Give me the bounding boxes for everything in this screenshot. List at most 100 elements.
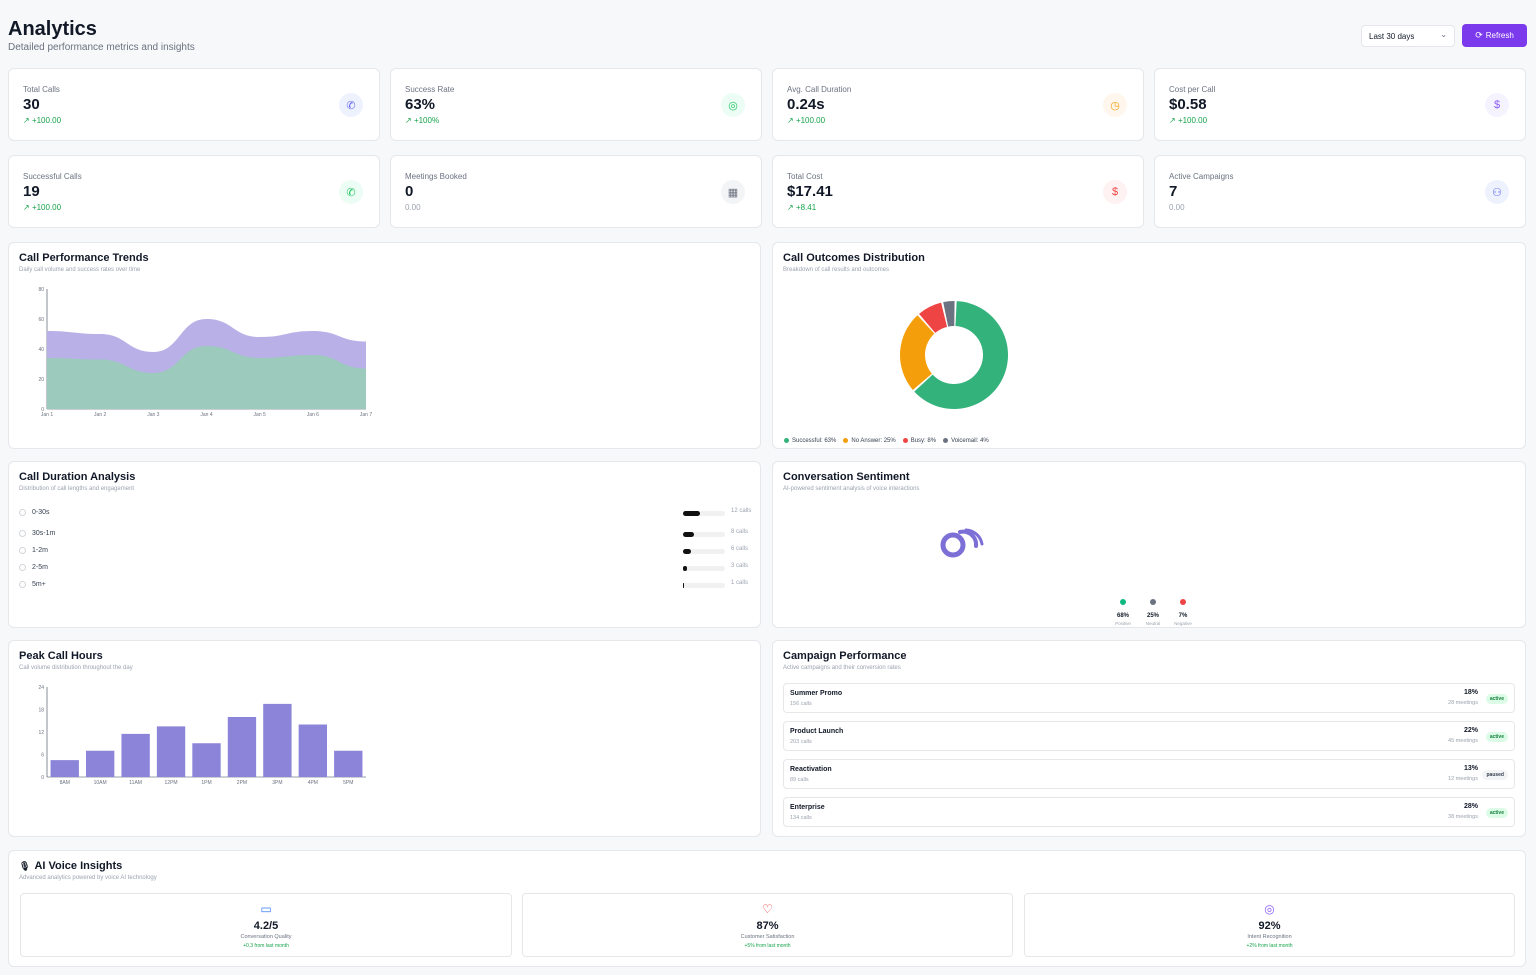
date-range-select[interactable]: Last 30 days ⌄ [1361,25,1455,47]
stat-value: 30 [23,96,40,113]
call-performance-trends-card: Call Performance Trends Daily call volum… [8,242,761,449]
legend-item: Successful: 63% [784,438,836,444]
duration-range: 0-30s [32,509,50,516]
radio-icon[interactable] [19,564,26,571]
duration-count: 6 calls [731,546,749,552]
duration-bar-fill [683,532,695,537]
y-tick-label: 24 [38,685,44,691]
campaign-calls: 134 calls [790,815,812,821]
bar [50,760,79,777]
campaign-row[interactable]: Enterprise 134 calls 28% 38 meetings active [783,797,1515,827]
campaign-row[interactable]: Summer Promo 156 calls 18% 28 meetings activ… [783,683,1515,713]
outcomes-donut-chart [900,301,1008,409]
trend-up-icon: ↗ [23,116,32,125]
target-icon: ◎ [721,93,745,117]
users-icon: ⚇ [1485,180,1509,204]
stat-delta: ↗ +100% [405,116,747,125]
radio-icon[interactable] [19,547,26,554]
stat-delta: 0.00 [405,203,747,212]
trend-up-icon: ↗ [23,203,32,212]
stat-delta: ↗ +100.00 [787,116,1129,125]
radio-icon[interactable] [19,581,26,588]
duration-label: 1-2m [19,547,48,554]
campaign-name: Summer Promo [790,690,843,697]
date-range-value: Last 30 days [1369,32,1415,41]
duration-range: 2-5m [32,564,48,571]
y-tick-label: 80 [38,287,44,293]
sentiment-label: Positive [1115,621,1131,626]
insight-card: ▭ 4.2/5 Conversation Quality +0.3 from last… [20,893,512,957]
card-subtitle: Advanced analytics powered by voice AI t… [19,875,157,881]
stat-card: Active Campaigns 7 0.00 ⚇ [1154,155,1526,228]
y-tick-label: 0 [41,775,44,781]
page-header: Analytics Detailed performance metrics a… [8,18,195,53]
stat-content: Successful Calls 19 ↗ +100.00 [9,156,379,228]
conversation-sentiment-card: Conversation Sentiment AI-powered sentim… [772,461,1526,628]
duration-range: 1-2m [32,547,48,554]
stat-value: 0 [405,183,414,200]
duration-bar-fill [683,549,692,554]
sentiment-item: 25% Neutral [1138,592,1168,626]
stat-content: Total Cost $17.41 ↗ +8.41 [773,156,1143,228]
campaign-row[interactable]: Product Launch 203 calls 22% 45 meetings act… [783,721,1515,751]
duration-bar-fill [683,583,685,588]
stat-delta: ↗ +100.00 [1169,116,1511,125]
legend-dot [784,438,789,443]
status-badge: paused [1482,770,1508,780]
duration-row[interactable]: 30s-1m 8 calls [19,528,750,542]
card-title: Campaign Performance [783,650,907,662]
x-tick-label: 8AM [60,780,70,786]
campaign-rate: 18% [1463,689,1478,696]
duration-row[interactable]: 1-2m 6 calls [19,545,750,559]
peak-hours-bar-chart: 0 6 12 18 24 8AM 10AM 11AM 12PM 1PM 2PM 3PM 4PM 5PM [38,685,366,786]
stat-delta-value: +100.00 [31,203,62,212]
outcomes-legend: Successful: 63% No Answer: 25% Busy: 8% Voi… [784,430,996,448]
x-tick-label: Jan 6 [307,412,319,418]
x-tick-label: 12PM [165,780,178,786]
campaign-row[interactable]: Reactivation 89 calls 13% 12 meetings paused [783,759,1515,789]
insight-label: Conversation Quality [240,934,292,940]
bar [192,743,221,777]
bar [334,750,363,777]
trend-up-icon: ↗ [405,116,414,125]
insight-value: 87% [756,920,779,932]
refresh-button[interactable]: ⟳ Refresh [1462,24,1527,47]
legend-item: No Answer: 25% [843,438,896,444]
card-title: Call Performance Trends [19,252,149,264]
x-tick-label: Jan 1 [41,412,53,418]
stat-value: 19 [23,183,40,200]
radio-icon[interactable] [19,530,26,537]
legend-item: Busy: 8% [902,437,937,444]
duration-row[interactable]: 0-30s 12 calls [19,507,751,521]
bar [121,733,150,777]
campaign-name: Enterprise [790,804,825,811]
y-tick-label: 12 [38,730,44,736]
card-subtitle: Call volume distribution throughout the … [19,665,133,671]
stat-label: Total Calls [23,85,60,94]
x-tick-label: Jan 2 [94,412,106,418]
donut-slice-successful [914,301,1008,409]
x-tick-label: 4PM [308,780,318,786]
stat-card: Successful Calls 19 ↗ +100.00 ✆ [8,155,380,228]
duration-row[interactable]: 2-5m 3 calls [19,562,750,576]
duration-range: 30s-1m [32,530,56,537]
campaign-meetings: 12 meetings [1448,776,1478,782]
stat-value: 0.24s [787,96,825,113]
x-tick-label: 10AM [94,780,107,786]
card-subtitle: Active campaigns and their conversion ra… [783,665,901,671]
x-tick-label: Jan 5 [254,412,266,418]
status-badge: active [1485,732,1508,742]
insight-delta: +2% from last month [1246,943,1293,949]
card-title: Conversation Sentiment [783,471,910,483]
stat-label: Avg. Call Duration [787,85,852,94]
duration-count: 1 calls [731,580,749,586]
radio-icon[interactable] [19,509,26,516]
sentiment-item: 68% Positive [1108,592,1138,626]
insight-value: 92% [1258,920,1281,932]
stat-content: Avg. Call Duration 0.24s ↗ +100.00 [773,69,1143,141]
duration-row[interactable]: 5m+ 1 calls [19,579,750,593]
legend-label: Busy: 8% [910,437,937,444]
duration-bar-track [683,511,725,516]
stat-content: Success Rate 63% ↗ +100% [391,69,761,141]
legend-dot [943,438,949,443]
